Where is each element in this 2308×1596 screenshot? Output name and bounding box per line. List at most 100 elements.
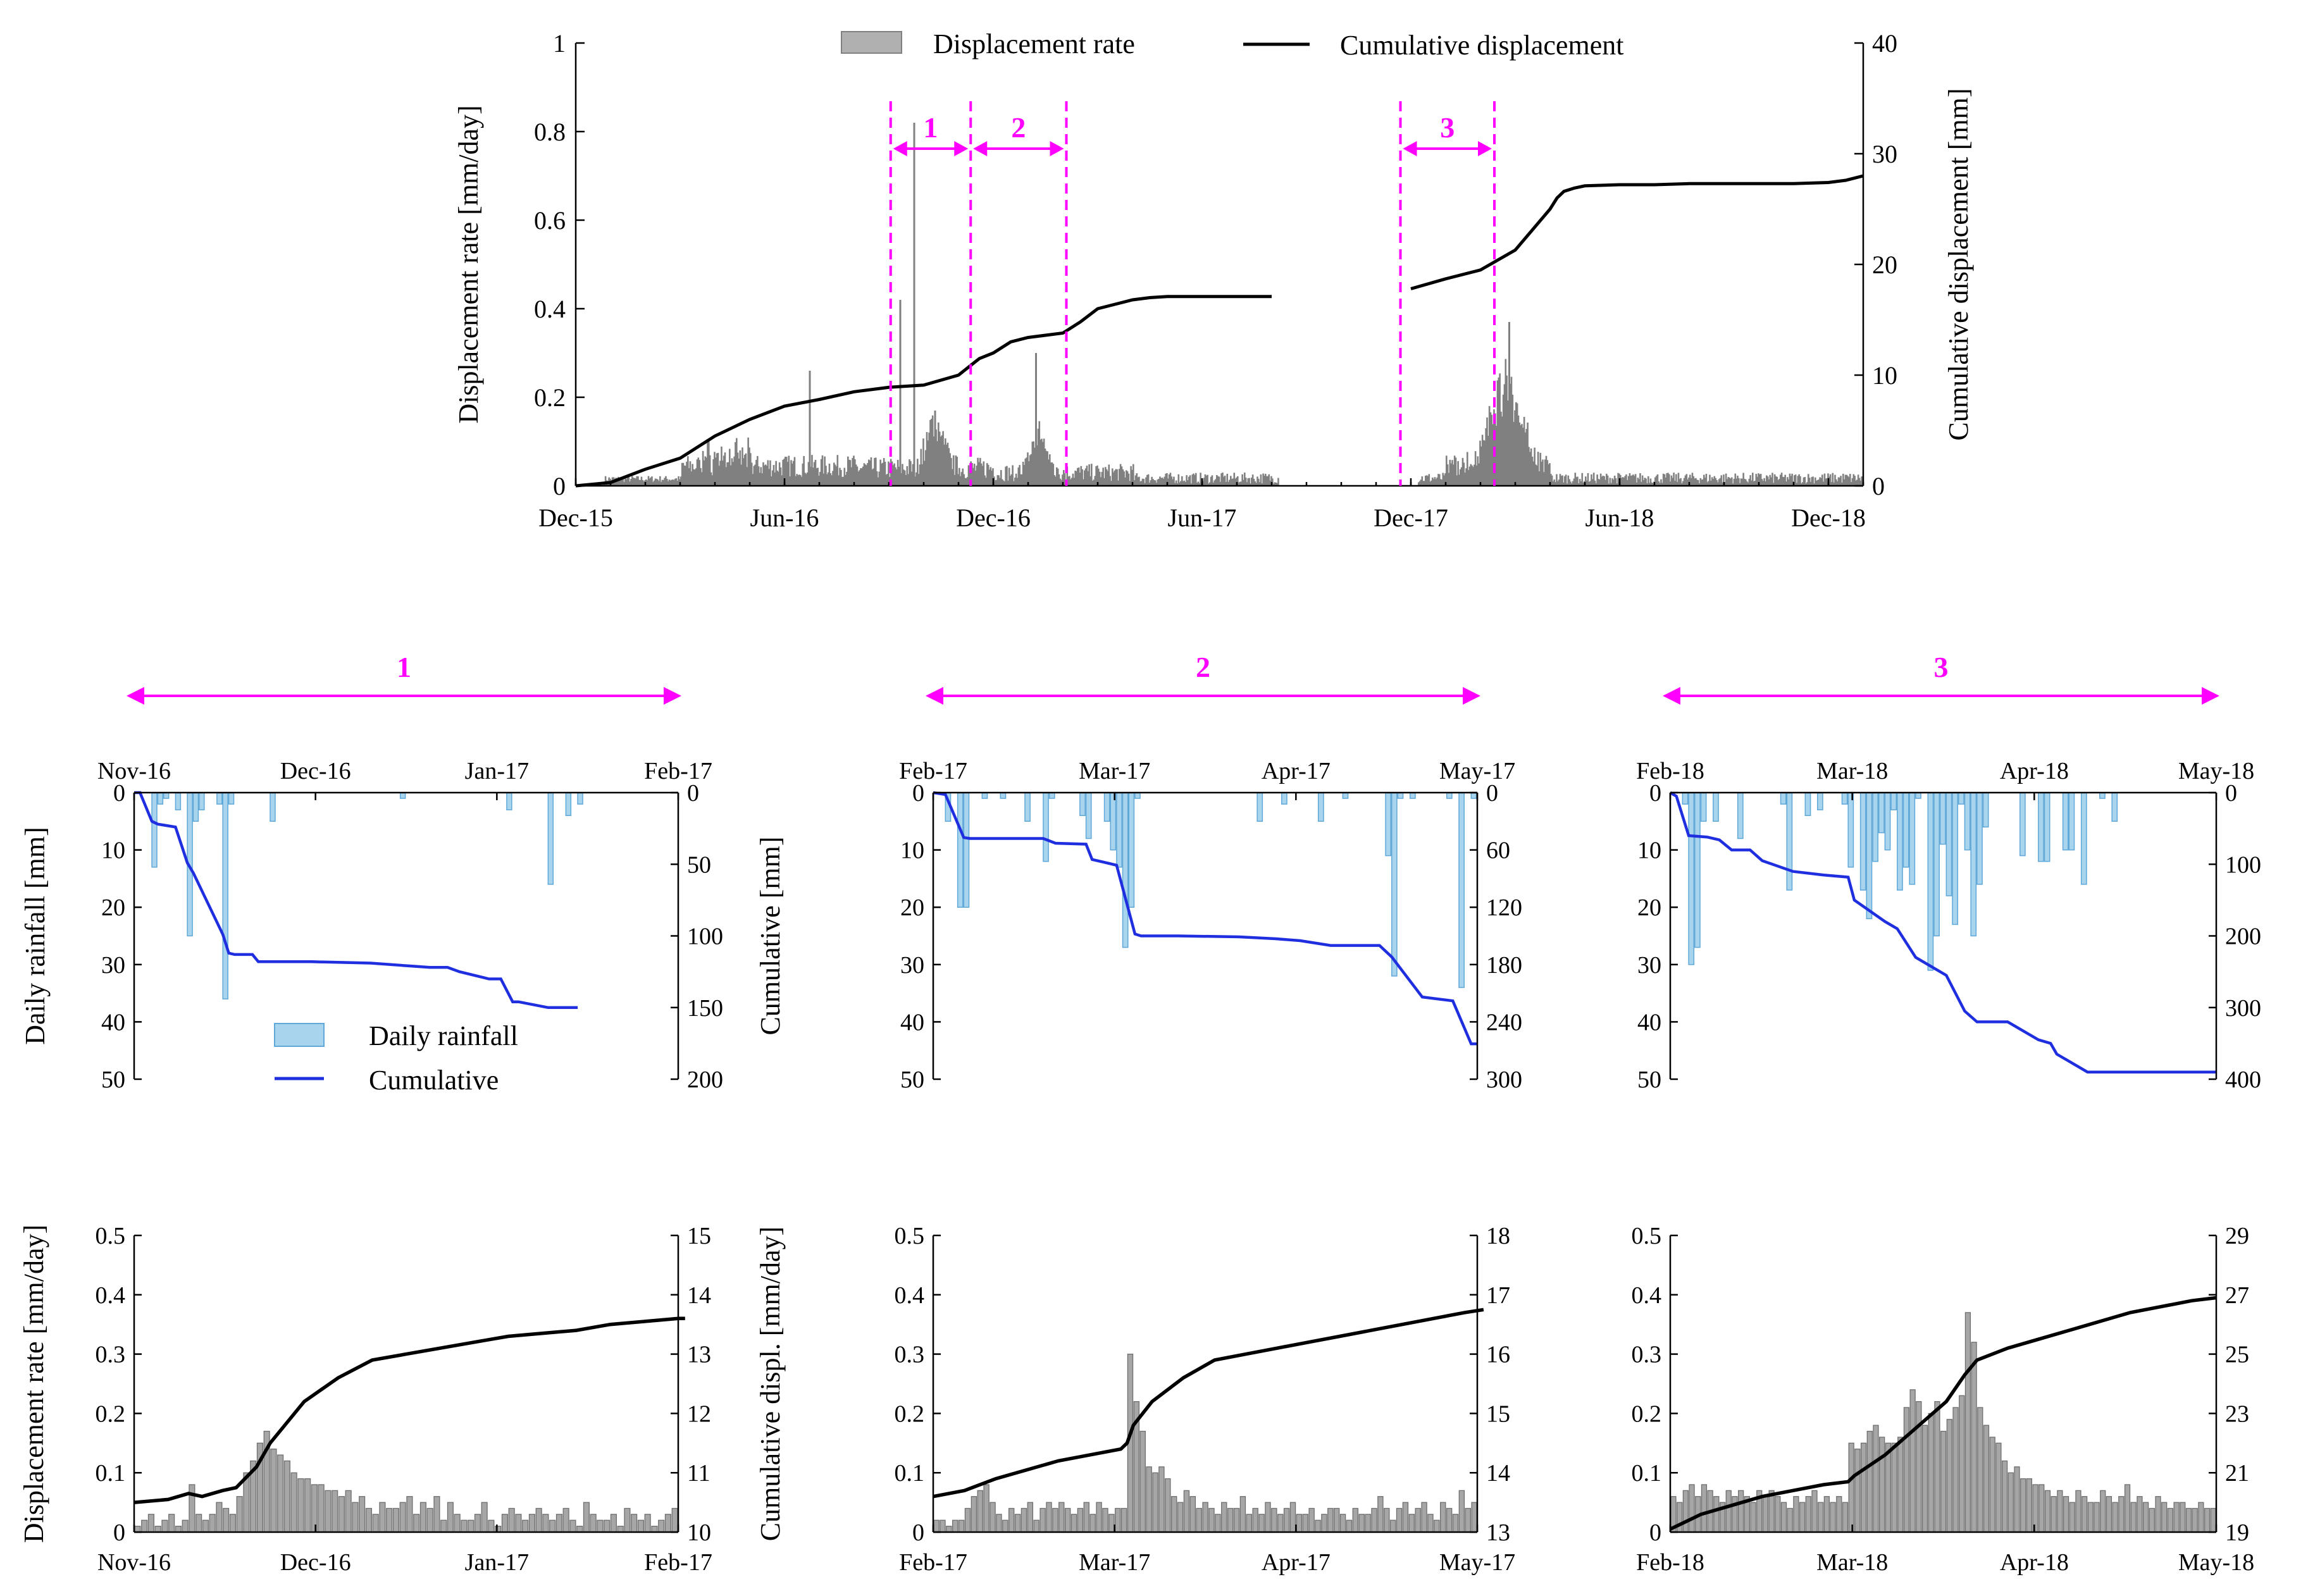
- rate-bar: [1084, 470, 1086, 486]
- rate-bar: [705, 457, 707, 486]
- daily-rainfall-bar: [1103, 792, 1110, 822]
- rate-bar: [1114, 470, 1116, 486]
- y-tick-label-right: 100: [687, 924, 723, 950]
- displacement-rate-bar: [2137, 1496, 2143, 1533]
- rate-bar: [1151, 476, 1153, 486]
- rate-bar: [863, 463, 866, 486]
- daily-rainfall-bar: [1933, 792, 1940, 937]
- daily-rainfall-bar: [506, 792, 512, 810]
- displacement-rate-bar: [1221, 1502, 1227, 1533]
- displacement-rate-bar: [1215, 1514, 1221, 1533]
- rate-bar: [1021, 474, 1023, 486]
- displacement-rate-bar: [1315, 1519, 1321, 1533]
- rate-bar: [775, 461, 777, 486]
- rate-bar: [1722, 482, 1723, 486]
- rate-bar: [1670, 475, 1673, 486]
- rate-bar: [1422, 481, 1424, 486]
- rate-bar: [1531, 456, 1534, 486]
- rate-bar: [1095, 466, 1097, 486]
- rate-bar: [672, 479, 674, 486]
- daily-rainfall-bar: [1713, 792, 1719, 822]
- daily-rainfall-bar: [547, 792, 554, 885]
- rate-bar: [1045, 450, 1048, 486]
- rate-bar: [1846, 474, 1848, 486]
- displacement-rate-bar: [1903, 1407, 1910, 1533]
- rate-bar: [990, 467, 992, 486]
- rate-bar: [907, 474, 909, 486]
- rate-bar: [1421, 476, 1424, 486]
- rate-bar: [891, 461, 893, 486]
- displacement-rate-bar: [569, 1519, 576, 1533]
- rate-bar: [1802, 477, 1805, 486]
- rate-bar: [704, 456, 707, 486]
- daily-rainfall-bar: [1897, 792, 1903, 891]
- daily-rainfall-bar: [399, 792, 406, 799]
- rate-bar: [986, 463, 988, 486]
- rate-bar: [1739, 483, 1741, 486]
- rate-bar: [682, 462, 685, 486]
- rate-bar: [1240, 481, 1243, 486]
- rate-bar: [779, 467, 782, 486]
- rate-bar: [790, 460, 792, 486]
- rate-bar: [735, 442, 736, 486]
- y-tick-label-right: 30: [1872, 140, 1897, 168]
- rate-bar: [652, 481, 654, 486]
- rate-bar: [1098, 471, 1101, 486]
- rate-bar: [1207, 474, 1208, 486]
- y-tick-label-right: 120: [1486, 894, 1522, 921]
- rate-bar: [1247, 478, 1250, 486]
- rate-bar: [1267, 476, 1269, 486]
- displacement-rate-bar: [1750, 1502, 1756, 1533]
- rate-bar: [965, 478, 967, 486]
- rate-spike-bar: [809, 371, 811, 486]
- rate-bar: [659, 476, 661, 486]
- period-span-arrow-head: [1663, 687, 1680, 705]
- rate-bar: [1836, 481, 1839, 486]
- rate-bar: [721, 446, 723, 486]
- rate-bar: [1256, 476, 1258, 486]
- rate-bar: [802, 463, 804, 486]
- rate-bar: [1112, 472, 1115, 486]
- displacement-rate-bar: [1421, 1502, 1427, 1533]
- rate-bar: [856, 466, 859, 486]
- displacement-rate-bar: [2161, 1502, 2168, 1533]
- rate-bar: [1511, 394, 1514, 486]
- displacement-rate-bar: [664, 1514, 671, 1533]
- rate-bar: [717, 452, 719, 486]
- rate-bar: [1225, 481, 1227, 486]
- rate-bar: [870, 457, 872, 486]
- rate-bar: [971, 463, 973, 486]
- displacement-rate-bar: [2106, 1496, 2113, 1533]
- rate-bar: [709, 455, 711, 486]
- legend-swatch-rainfall: [274, 1023, 325, 1047]
- rate-bar: [697, 457, 700, 486]
- rate-bar: [952, 455, 955, 486]
- rate-bar: [1189, 475, 1191, 486]
- rate-bar: [1480, 446, 1482, 486]
- rate-bar: [1704, 478, 1706, 486]
- rate-bar: [750, 453, 752, 486]
- rate-spike-bar: [934, 411, 936, 486]
- displacement-rate-bar: [631, 1514, 638, 1533]
- displacement-rate-bar: [1371, 1507, 1377, 1533]
- rate-bar: [630, 479, 632, 486]
- displacement-rate-bar: [195, 1514, 202, 1533]
- rate-bar: [1143, 478, 1145, 486]
- rate-bar: [629, 481, 631, 486]
- rate-bar: [1804, 477, 1806, 486]
- y-tick-label-right: 100: [2225, 851, 2261, 878]
- displacement-rate-bar: [488, 1519, 495, 1533]
- rate-bar: [1552, 481, 1554, 486]
- rate-bar: [984, 475, 986, 486]
- rate-bar: [912, 464, 914, 486]
- rate-bar: [785, 456, 786, 486]
- displacement-rate-bar: [1713, 1496, 1720, 1533]
- rate-bar: [1439, 474, 1441, 486]
- rate-bar: [666, 478, 668, 486]
- displacement-rate-bar: [2026, 1478, 2033, 1533]
- legend-label-rate: Displacement rate: [933, 28, 1135, 59]
- period-span-label: 1: [397, 651, 411, 683]
- rate-bar: [924, 450, 927, 486]
- rate-bar: [1708, 481, 1709, 486]
